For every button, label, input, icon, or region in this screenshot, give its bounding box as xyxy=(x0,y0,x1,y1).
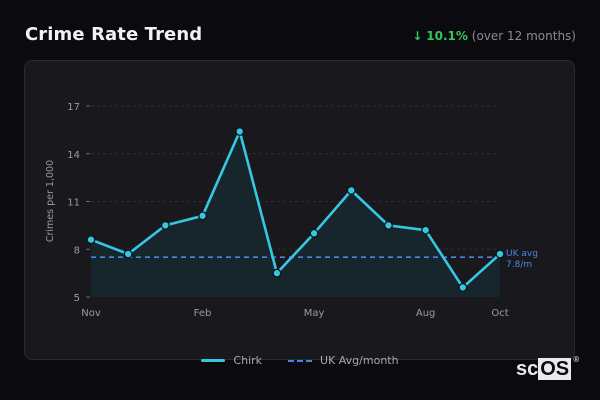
area-fill xyxy=(91,131,500,297)
dashed-line-swatch-icon xyxy=(288,359,313,362)
y-tick-label: 14 xyxy=(67,150,80,161)
legend-item-series[interactable]: Chirk xyxy=(201,354,262,367)
data-point-marker xyxy=(495,249,505,259)
x-tick-label: Aug xyxy=(416,308,436,319)
data-point-marker xyxy=(421,225,431,235)
data-point-marker xyxy=(235,127,245,136)
legend-reference-label: UK Avg/month xyxy=(320,354,399,367)
legend-item-reference[interactable]: UK Avg/month xyxy=(288,354,399,367)
registered-mark-icon: ® xyxy=(573,355,580,364)
legend-series-label: Chirk xyxy=(233,354,263,367)
x-tick-label: Nov xyxy=(81,308,101,319)
page-title: Crime Rate Trend xyxy=(25,24,203,45)
data-point-marker xyxy=(458,283,468,292)
brand-highlight: OS xyxy=(538,358,572,380)
data-point-marker xyxy=(346,185,356,195)
data-point-marker xyxy=(309,228,319,238)
change-summary: ↓ 10.1% (over 12 months) xyxy=(412,29,576,43)
series-line xyxy=(90,130,501,289)
down-arrow-icon: ↓ xyxy=(412,29,423,43)
data-point-marker xyxy=(198,211,207,221)
data-point-marker xyxy=(123,249,133,259)
change-value: 10.1% xyxy=(426,29,468,43)
y-tick-label: 5 xyxy=(74,293,80,304)
data-point-marker xyxy=(160,220,170,230)
data-point-marker xyxy=(86,235,96,245)
brand-logo: sc OS ® xyxy=(516,355,579,381)
change-period: (over 12 months) xyxy=(471,29,576,43)
chart-card xyxy=(24,60,575,360)
data-point-marker xyxy=(272,268,282,278)
x-tick-label: May xyxy=(304,308,325,319)
y-tick-label: 17 xyxy=(67,102,80,113)
y-tick-label: 11 xyxy=(67,198,80,209)
solid-line-swatch-icon xyxy=(201,359,226,362)
uk-average-annotation: UK avg xyxy=(506,249,538,259)
uk-average-annotation-value: 7.8/m xyxy=(506,260,532,270)
y-tick-label: 8 xyxy=(74,245,80,256)
data-point-marker xyxy=(384,220,393,230)
y-axis-label: Crimes per 1,000 xyxy=(45,160,56,242)
x-tick-label: Oct xyxy=(491,308,508,319)
x-tick-label: Feb xyxy=(194,308,212,319)
chart-legend: Chirk UK Avg/month xyxy=(0,354,600,367)
brand-prefix: sc xyxy=(516,358,539,380)
